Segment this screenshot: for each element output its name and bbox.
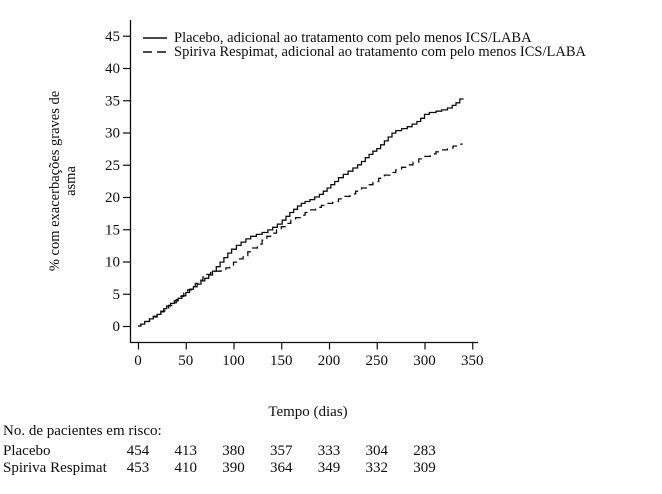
- x-tick-label: 150: [270, 353, 293, 369]
- risk-count: 410: [174, 460, 198, 476]
- risk-table-heading: No. de pacientes em risco:: [3, 423, 162, 439]
- risk-count: 380: [222, 443, 245, 459]
- legend-label-spiriva: Spiriva Respimat, adicional ao tratament…: [174, 44, 586, 60]
- x-tick-label: 0: [134, 353, 142, 369]
- x-tick-label: 100: [222, 353, 245, 369]
- y-tick-label: 25: [105, 158, 120, 174]
- risk-count: 390: [222, 460, 245, 476]
- series-line-placebo: [138, 98, 464, 327]
- series-line-spiriva-respimat: [138, 143, 463, 327]
- x-tick-label: 350: [461, 353, 484, 369]
- x-axis-title: Tempo (dias): [268, 404, 348, 420]
- x-tick-label: 250: [366, 353, 389, 369]
- y-tick-label: 15: [105, 222, 120, 238]
- legend-item-placebo: Placebo, adicional ao tratamento com pel…: [143, 31, 532, 45]
- y-tick-label: 45: [105, 29, 120, 45]
- legend-label-placebo: Placebo, adicional ao tratamento com pel…: [174, 30, 532, 46]
- y-axis-title-line1: % com exacerbações graves de: [47, 90, 63, 272]
- risk-count: 454: [126, 443, 150, 459]
- legend-solid-line-icon: [143, 37, 167, 39]
- y-tick-label: 40: [105, 61, 120, 77]
- x-tick-label: 200: [318, 353, 341, 369]
- risk-count: 283: [413, 443, 436, 459]
- y-tick-label: 10: [105, 255, 120, 271]
- legend-dashed-line-icon: [143, 51, 167, 53]
- x-tick-label: 300: [413, 353, 436, 369]
- y-tick-label: 0: [113, 319, 121, 335]
- y-tick-label: 30: [105, 126, 120, 142]
- risk-count: 453: [126, 460, 150, 476]
- y-tick-label: 5: [113, 287, 121, 303]
- y-axis-title-line2: asma: [63, 166, 79, 196]
- risk-count: 333: [317, 443, 341, 459]
- risk-count: 357: [270, 443, 293, 459]
- x-tick-label: 50: [178, 353, 193, 369]
- y-axis-title: % com exacerbações graves de asma: [47, 51, 81, 311]
- risk-count: 332: [365, 460, 389, 476]
- risk-count: 413: [174, 443, 198, 459]
- risk-count: 304: [365, 443, 389, 459]
- risk-row-label-placebo: Placebo: [3, 443, 51, 459]
- risk-count: 349: [317, 460, 341, 476]
- y-tick-label: 35: [105, 93, 120, 109]
- risk-count: 364: [270, 460, 293, 476]
- risk-row-label-spiriva: Spiriva Respimat: [3, 460, 107, 476]
- legend-item-spiriva: Spiriva Respimat, adicional ao tratament…: [143, 45, 586, 59]
- risk-count: 309: [413, 460, 436, 476]
- y-tick-label: 20: [105, 190, 120, 206]
